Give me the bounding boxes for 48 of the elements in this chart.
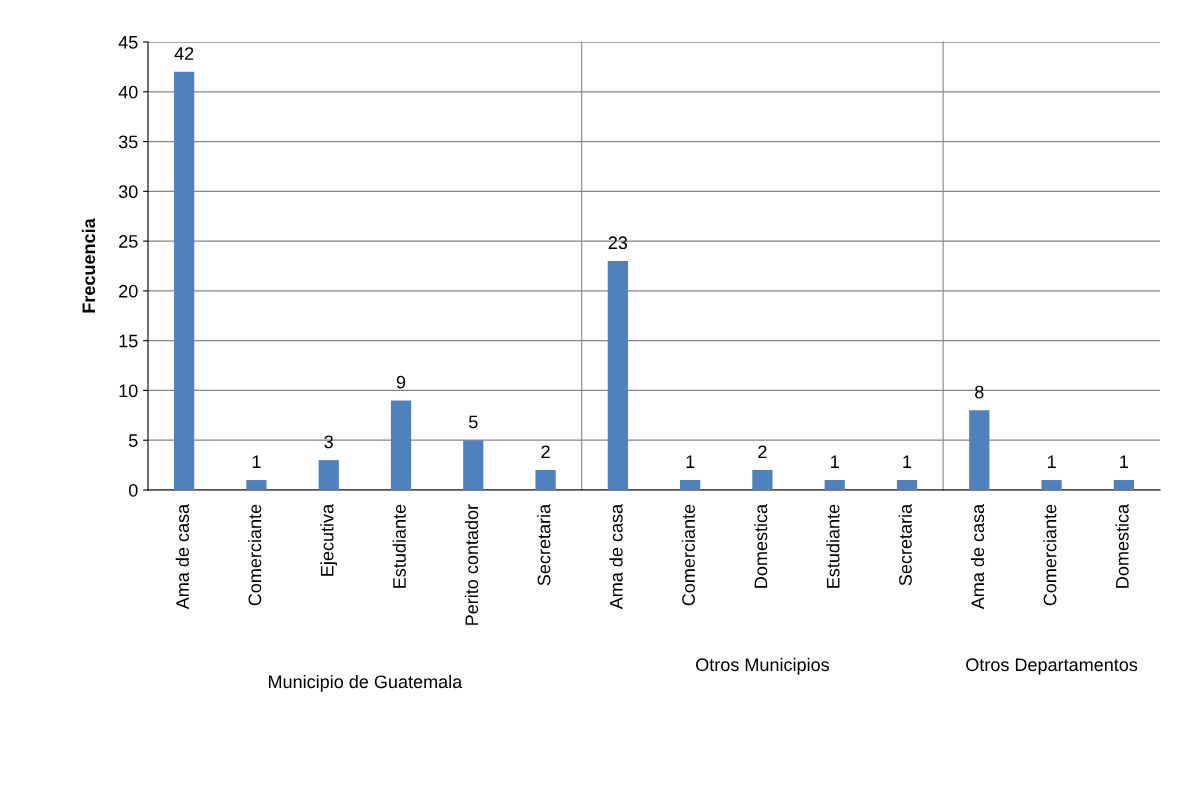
x-axis-title: Otros Departamentos: [966, 658, 1138, 675]
data-label: 1: [252, 455, 261, 468]
x-tick-label: Comerciante: [1043, 504, 1057, 606]
data-label: 23: [608, 236, 628, 250]
x-tick-label: Estudiante: [392, 504, 406, 588]
x-tick-label: Perito contador: [464, 504, 479, 625]
bar: [390, 400, 412, 490]
bar: [174, 71, 195, 490]
x-tick-label: Domestica: [1115, 503, 1129, 588]
x-axis-title: Otros Municipios: [696, 657, 830, 675]
bar: [246, 480, 267, 490]
data-label: 1: [1047, 455, 1056, 468]
y-tick-label: 40: [118, 85, 138, 99]
x-tick-label: Ama de casa: [175, 503, 189, 610]
y-tick-label: 45: [118, 36, 138, 49]
x-tick-label: Ejecutiva: [320, 503, 338, 576]
x-tick-label: Ama de casa: [970, 503, 985, 610]
x-tick-label: Secretaria: [898, 503, 912, 586]
bar: [535, 470, 556, 490]
data-label: 2: [541, 445, 550, 459]
y-tick-label: 0: [128, 483, 138, 497]
data-label: 9: [396, 375, 406, 389]
data-label: 1: [686, 455, 695, 468]
y-tick-label: 25: [119, 235, 138, 248]
x-axis-title: Municipio de Guatemala: [268, 674, 463, 692]
data-label: 3: [324, 435, 333, 449]
x-tick-label: Comerciante: [681, 504, 695, 606]
x-tick-label: Comerciante: [248, 504, 262, 606]
data-label: 2: [758, 445, 767, 459]
y-tick-label: 10: [119, 384, 138, 398]
y-tick-label: 30: [118, 185, 138, 199]
data-label: 1: [903, 455, 912, 468]
data-label: 8: [975, 385, 984, 399]
data-label: 5: [468, 415, 478, 429]
y-tick-label: 5: [128, 434, 138, 447]
y-tick-label: 15: [119, 334, 138, 348]
bar: [463, 440, 484, 490]
data-label: 42: [174, 47, 194, 60]
x-tick-label: Ama de casa: [609, 503, 623, 610]
data-label: 1: [831, 455, 839, 468]
data-label: 1: [1120, 455, 1128, 468]
y-tick-label: 35: [118, 135, 138, 149]
bar: [318, 460, 339, 490]
x-tick-label: Domestica: [754, 503, 768, 588]
x-tick-label: Estudiante: [826, 504, 840, 588]
y-axis-title: Frecuencia: [81, 218, 96, 313]
x-tick-label: Secretaria: [537, 503, 551, 586]
y-tick-label: 20: [119, 284, 138, 298]
